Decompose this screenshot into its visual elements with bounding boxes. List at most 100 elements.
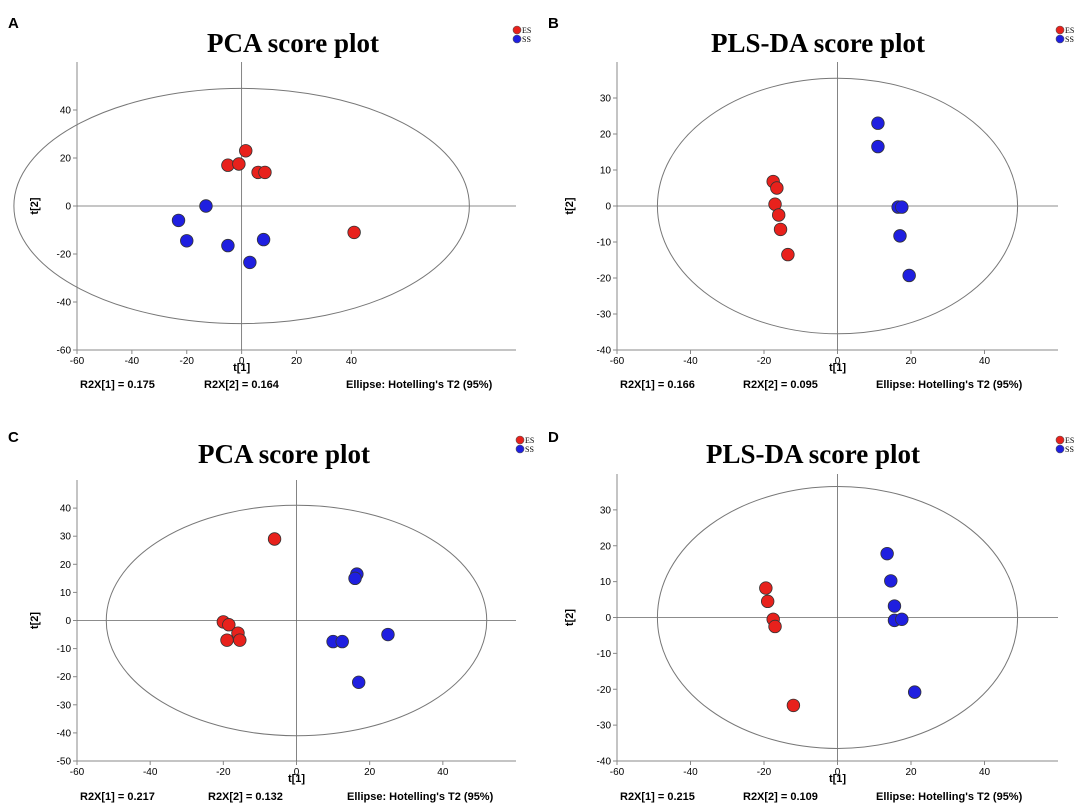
point-ss [180,234,194,248]
y-tick-label: -30 [597,310,612,321]
x-tick-label: 20 [905,767,917,778]
x-tick-label: 0 [835,356,841,367]
x-tick-label: -60 [70,767,85,778]
y-tick-label: -40 [57,728,72,739]
point-ss [907,685,922,699]
hotelling-ellipse [13,87,470,325]
point-ss [902,268,916,283]
point-es [772,208,786,222]
footer-ellipse-note: Ellipse: Hotelling's T2 (95%) [346,379,493,391]
chart-title: PLS-DA score plot [711,28,925,58]
footer-ellipse-note: Ellipse: Hotelling's T2 (95%) [876,379,1023,391]
point-ss [871,139,885,154]
point-ss [884,574,898,588]
point-es [233,633,247,647]
legend-marker-es [512,25,522,35]
point-es [232,157,246,171]
x-tick-label: 40 [979,356,991,367]
x-tick-label: -40 [143,767,158,778]
point-ss [893,229,907,243]
y-tick-label: -10 [57,644,72,655]
x-tick-label: -60 [70,356,85,367]
legend-label-es: ES [1065,26,1074,35]
legend-marker-ss [515,444,525,454]
x-tick-label: 40 [346,356,358,367]
point-ss [348,571,362,586]
y-axis-label: t[2] [29,612,41,629]
y-tick-label: 0 [605,202,611,213]
footer-r2x2: R2X[2] = 0.109 [743,791,818,803]
x-tick-label: -40 [683,356,698,367]
legend-label-ss: SS [525,445,534,454]
legend-marker-ss [1055,34,1065,44]
y-axis-label: t[2] [564,609,576,626]
y-tick-label: -20 [57,672,72,683]
y-tick-label: -20 [597,685,612,696]
footer-r2x2: R2X[2] = 0.132 [208,791,283,803]
point-es [220,633,234,647]
footer-r2x1: R2X[1] = 0.175 [80,379,155,391]
x-tick-label: -20 [180,356,195,367]
point-ss [171,213,186,228]
point-es [786,698,801,713]
x-axis-label: t[1] [829,773,846,785]
y-axis-label: t[2] [564,197,576,214]
y-tick-label: 20 [600,130,612,141]
x-tick-label: -40 [683,767,698,778]
y-tick-label: -40 [597,757,612,768]
x-tick-label: 0 [835,767,841,778]
point-ss [351,675,366,690]
legend-label-es: ES [525,436,534,445]
chart-title: PLS-DA score plot [706,439,920,469]
panel-letter: B [548,15,559,32]
x-tick-label: -20 [757,356,772,367]
x-tick-label: 0 [239,356,245,367]
y-tick-label: 20 [60,560,72,571]
point-ss [895,200,909,214]
hotelling-ellipse [105,504,488,737]
x-tick-label: 20 [291,356,303,367]
y-tick-label: -30 [57,700,72,711]
x-axis-label: t[1] [829,362,846,374]
y-tick-label: 30 [600,505,612,516]
point-ss [880,546,894,561]
y-tick-label: -40 [597,346,612,357]
y-tick-label: 40 [60,106,72,117]
legend-marker-ss [1055,444,1065,454]
point-es [258,165,272,180]
x-tick-label: -60 [610,767,625,778]
panel-letter: C [8,429,19,446]
x-axis-label: t[1] [233,362,250,374]
point-ss [199,199,213,213]
legend-marker-es [1055,25,1065,35]
panel-letter: D [548,429,559,446]
point-es [760,594,775,609]
y-tick-label: 0 [605,613,611,624]
y-tick-label: -50 [57,757,72,768]
x-tick-label: 0 [294,767,300,778]
y-tick-label: -60 [57,346,72,357]
y-tick-label: 10 [600,577,612,588]
y-tick-label: -10 [597,238,612,249]
footer-ellipse-note: Ellipse: Hotelling's T2 (95%) [876,791,1023,803]
point-ss [887,599,902,613]
point-ss [335,634,349,649]
point-es [759,581,773,595]
hotelling-ellipse [656,486,1019,749]
y-tick-label: 0 [65,616,71,627]
point-es [770,181,784,195]
point-ss [256,232,271,247]
footer-r2x2: R2X[2] = 0.164 [204,379,280,391]
x-tick-label: 20 [364,767,376,778]
panel-letter: A [8,15,19,32]
y-tick-label: -40 [57,298,72,309]
footer-r2x2: R2X[2] = 0.095 [743,379,818,391]
legend-marker-es [515,435,525,445]
y-tick-label: 40 [60,504,72,515]
legend-marker-es [1055,435,1065,445]
